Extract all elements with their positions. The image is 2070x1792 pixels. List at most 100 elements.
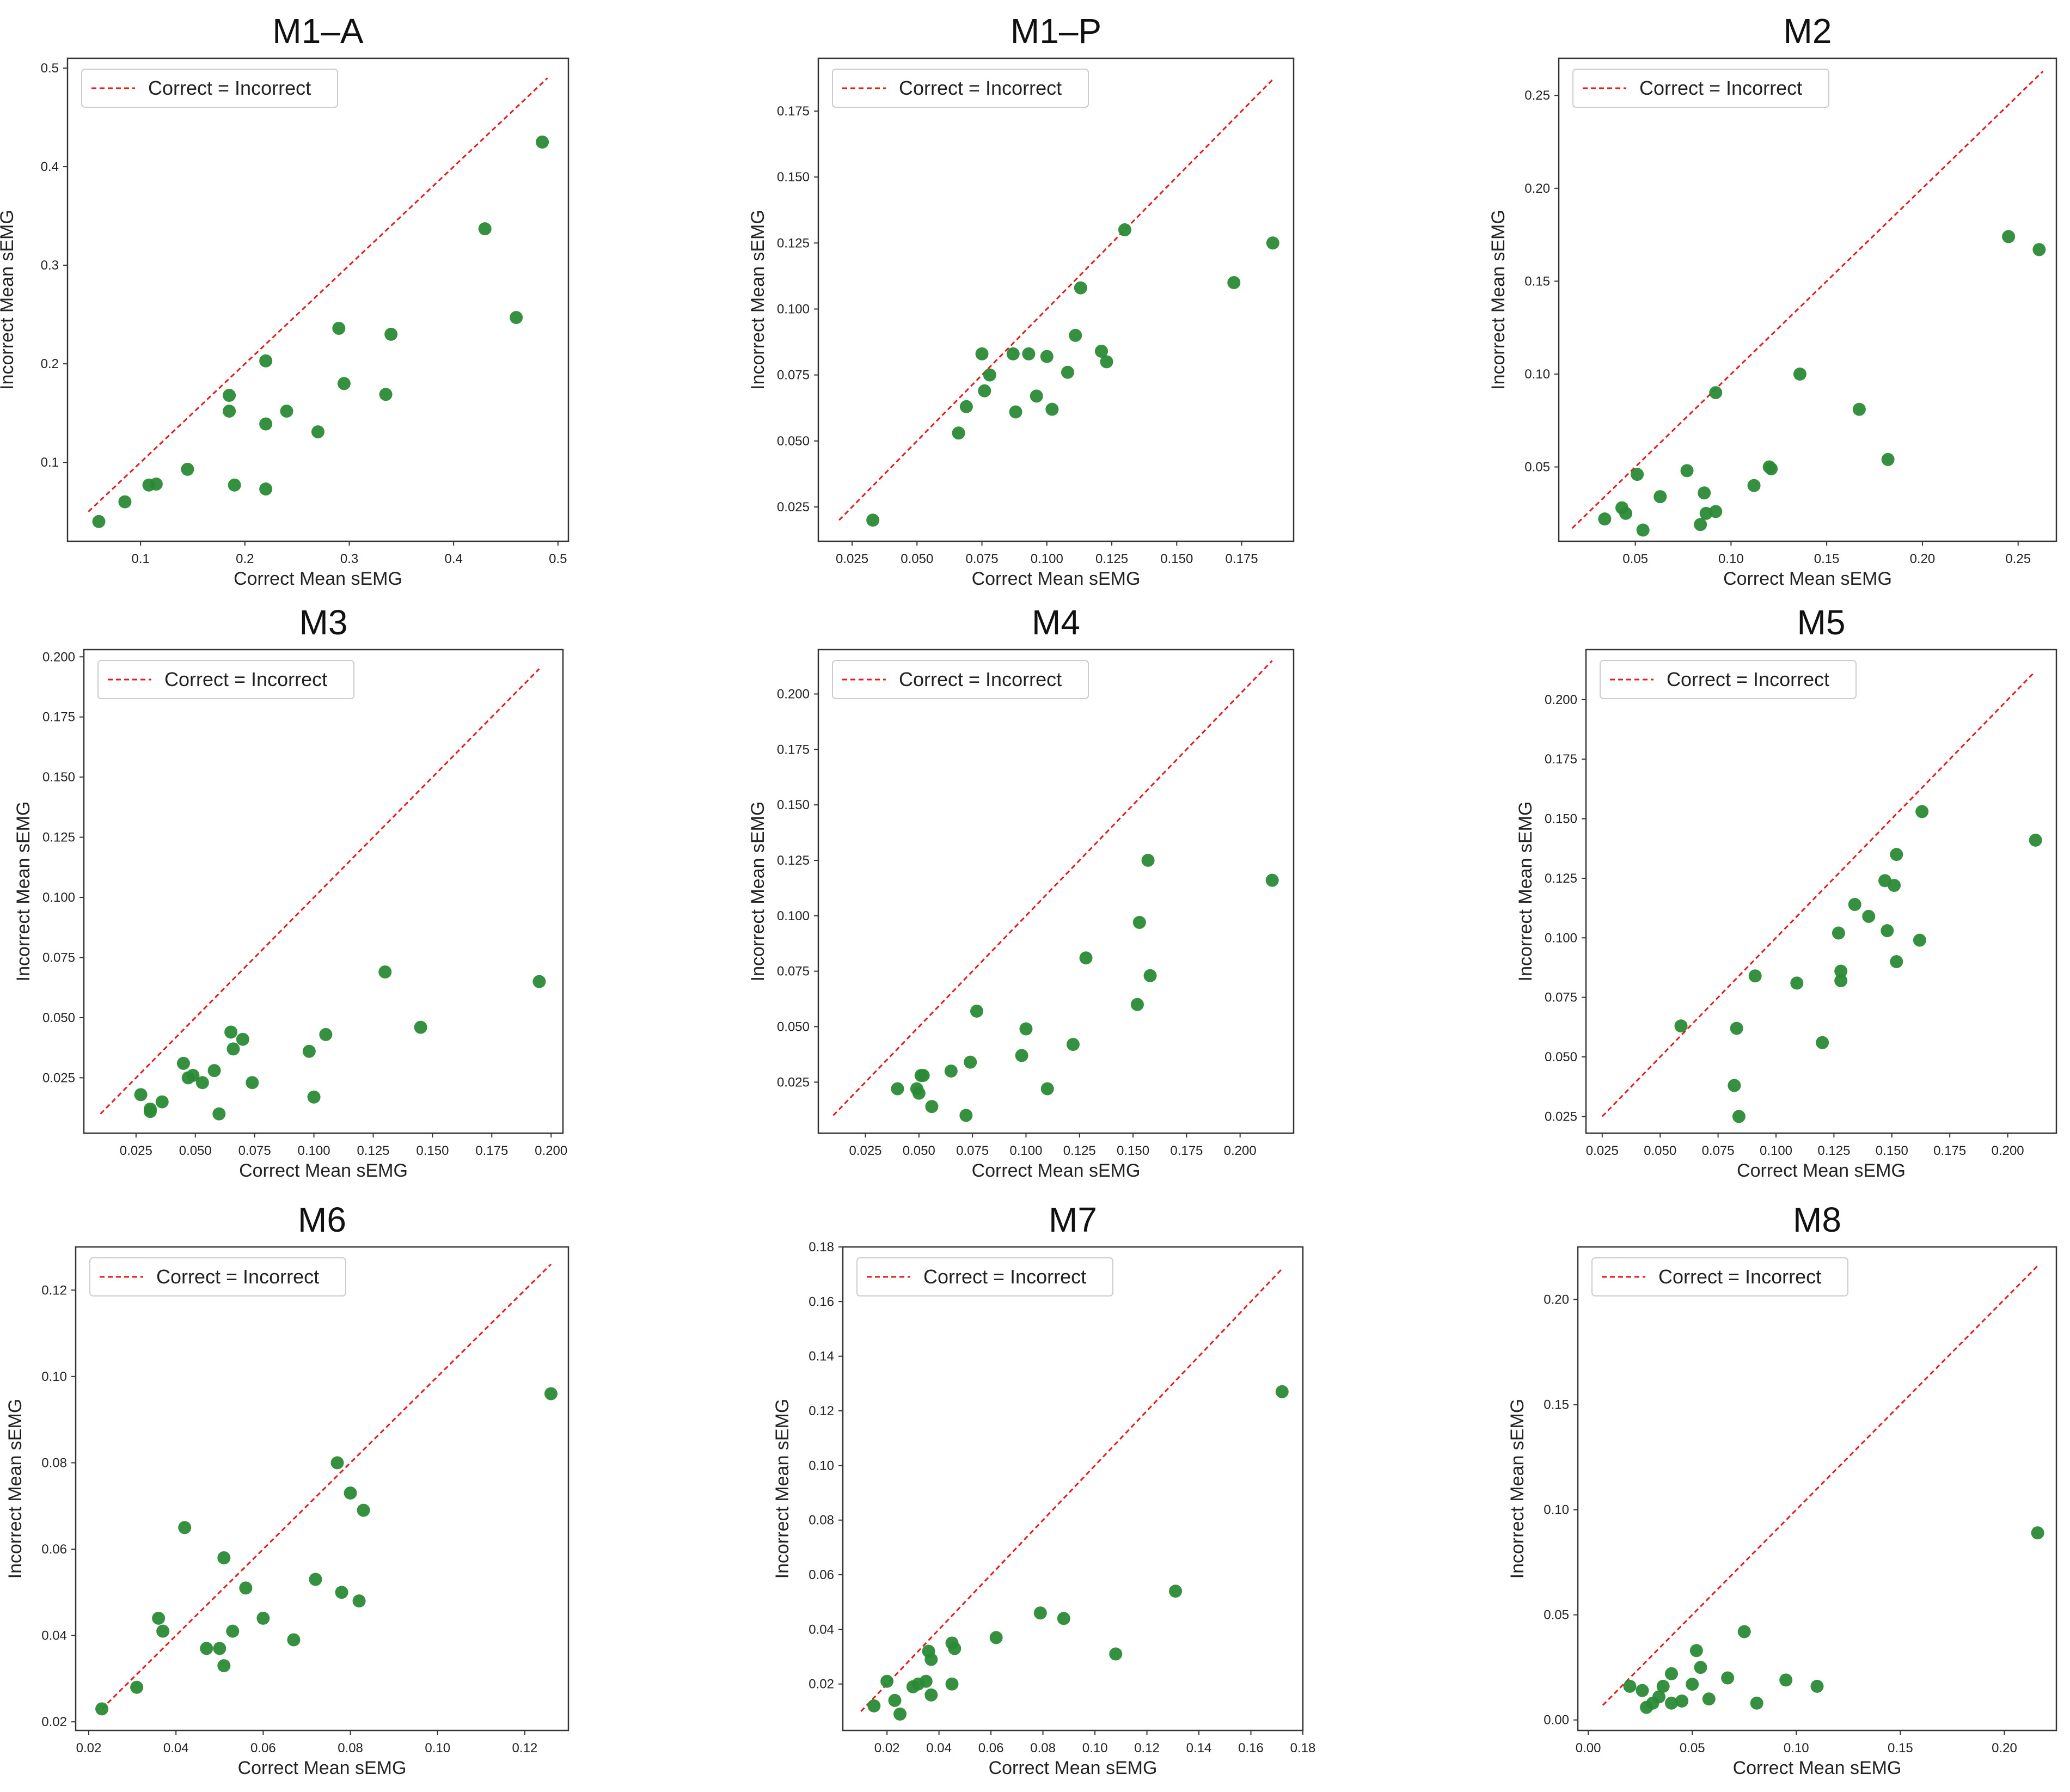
x-tick-label: 0.02 xyxy=(874,1741,900,1756)
data-point xyxy=(1623,1679,1637,1693)
x-tick-label: 0.15 xyxy=(1814,552,1840,566)
data-point xyxy=(155,1095,169,1109)
x-tick-label: 0.10 xyxy=(1718,552,1744,566)
data-point xyxy=(176,1056,190,1070)
data-point xyxy=(916,1069,930,1082)
legend: Correct = Incorrect xyxy=(1600,660,1857,699)
y-tick-label: 0.08 xyxy=(41,1455,67,1470)
panel-1: M1–A 0.1 0.2 0.3 0.4 0.5 0.1 0.2 0.3 0.4 0.5 Correc… xyxy=(0,11,569,589)
panel-title: M8 xyxy=(1793,1200,1841,1239)
data-point xyxy=(1750,1696,1763,1710)
legend-label: Correct = Incorrect xyxy=(1639,77,1802,99)
panel-title: M1–A xyxy=(272,11,364,51)
y-tick-label: 0.18 xyxy=(809,1240,834,1255)
panel-8: M7 0.02 0.04 0.06 0.08 0.10 0.12 0.14 0.16 0.18 0.… xyxy=(772,1200,1315,1778)
x-tick-label: 0.05 xyxy=(1622,552,1648,566)
data-point xyxy=(259,354,273,368)
data-point xyxy=(1913,933,1926,947)
y-tick-label: 0.150 xyxy=(1545,812,1577,827)
y-axis-label: Incorrect Mean sEMG xyxy=(1488,210,1509,390)
y-tick-label: 0.025 xyxy=(1545,1109,1577,1124)
legend: Correct = Incorrect xyxy=(832,660,1089,699)
plot-frame xyxy=(83,649,564,1134)
plot-frame xyxy=(817,649,1295,1134)
y-tick-label: 0.20 xyxy=(1544,1293,1569,1307)
x-tick-label: 0.175 xyxy=(1226,552,1258,566)
y-tick-label: 0.075 xyxy=(777,964,810,979)
data-point xyxy=(149,478,163,491)
x-tick-label: 0.050 xyxy=(903,1143,935,1158)
data-point xyxy=(259,482,273,496)
y-axis-label: Incorrect Mean sEMG xyxy=(748,210,768,390)
y-tick-label: 0.025 xyxy=(777,500,810,515)
x-tick-label: 0.100 xyxy=(1760,1143,1792,1158)
x-tick-label: 0.08 xyxy=(338,1741,363,1756)
panel-title: M1–P xyxy=(1010,11,1101,51)
y-tick-label: 0.100 xyxy=(777,909,810,923)
legend-box xyxy=(1600,660,1857,699)
x-tick-label: 0.075 xyxy=(238,1143,271,1158)
data-point xyxy=(1030,389,1043,403)
data-point xyxy=(1266,236,1279,250)
legend-label: Correct = Incorrect xyxy=(148,77,311,99)
data-point xyxy=(1848,898,1861,912)
data-point xyxy=(217,1551,231,1564)
y-tick-label: 0.15 xyxy=(1544,1398,1569,1412)
y-tick-label: 0.100 xyxy=(777,302,810,316)
y-tick-label: 0.125 xyxy=(42,830,75,845)
data-point xyxy=(259,417,273,431)
y-tick-label: 0.050 xyxy=(777,434,810,449)
x-tick-label: 0.16 xyxy=(1238,1741,1264,1756)
data-point xyxy=(880,1674,894,1688)
x-tick-label: 0.150 xyxy=(1160,552,1193,566)
data-point xyxy=(2002,230,2016,243)
data-point xyxy=(130,1680,144,1694)
data-point xyxy=(952,426,965,440)
x-axis-label: Correct Mean sEMG xyxy=(972,1160,1141,1181)
legend-label: Correct = Incorrect xyxy=(1658,1265,1821,1288)
data-point xyxy=(1141,853,1155,867)
panel-title: M7 xyxy=(1049,1200,1097,1239)
y-tick-label: 0.075 xyxy=(42,950,75,965)
data-point xyxy=(384,327,398,341)
data-point xyxy=(181,462,194,476)
data-point xyxy=(964,1055,977,1069)
data-point xyxy=(959,400,973,413)
data-point xyxy=(134,1088,148,1102)
data-point xyxy=(924,1653,938,1666)
data-point xyxy=(1915,805,1929,818)
x-tick-label: 0.175 xyxy=(475,1143,508,1158)
data-point xyxy=(1009,405,1022,419)
data-point xyxy=(948,1642,961,1655)
x-tick-label: 0.10 xyxy=(1082,1741,1108,1756)
data-point xyxy=(1006,347,1020,360)
data-point xyxy=(118,495,132,509)
legend-label: Correct = Incorrect xyxy=(164,668,327,690)
x-tick-label: 0.3 xyxy=(340,552,358,566)
legend: Correct = Incorrect xyxy=(832,69,1089,108)
x-tick-label: 0.025 xyxy=(836,552,868,566)
x-tick-label: 0.075 xyxy=(966,552,999,566)
data-point xyxy=(888,1693,902,1707)
plot-frame xyxy=(75,1246,569,1732)
panel-5: M4 0.025 0.050 0.075 0.100 0.125 0.150 0.175 0.2… xyxy=(748,603,1295,1181)
data-point xyxy=(195,1076,209,1090)
identity-line xyxy=(1601,672,2034,1117)
data-point xyxy=(319,1028,333,1041)
x-tick-label: 0.06 xyxy=(250,1741,276,1756)
x-tick-label: 0.150 xyxy=(1117,1143,1149,1158)
y-axis-label: Incorrect Mean sEMG xyxy=(748,802,768,982)
y-tick-label: 0.04 xyxy=(809,1622,834,1637)
data-point xyxy=(332,321,346,335)
x-tick-label: 0.200 xyxy=(1224,1143,1257,1158)
data-point xyxy=(302,1044,316,1058)
y-tick-label: 0.200 xyxy=(1545,693,1577,707)
panel-3: M2 0.05 0.10 0.15 0.20 0.25 0.05 0.10 0.15 0.20 0.… xyxy=(1488,11,2057,589)
data-point xyxy=(945,1677,959,1691)
x-tick-label: 0.18 xyxy=(1290,1741,1316,1756)
x-tick-label: 0.10 xyxy=(425,1741,450,1756)
data-point xyxy=(156,1624,170,1638)
x-tick-label: 0.1 xyxy=(131,552,149,566)
x-tick-label: 0.050 xyxy=(1644,1143,1676,1158)
data-point xyxy=(989,1631,1003,1644)
